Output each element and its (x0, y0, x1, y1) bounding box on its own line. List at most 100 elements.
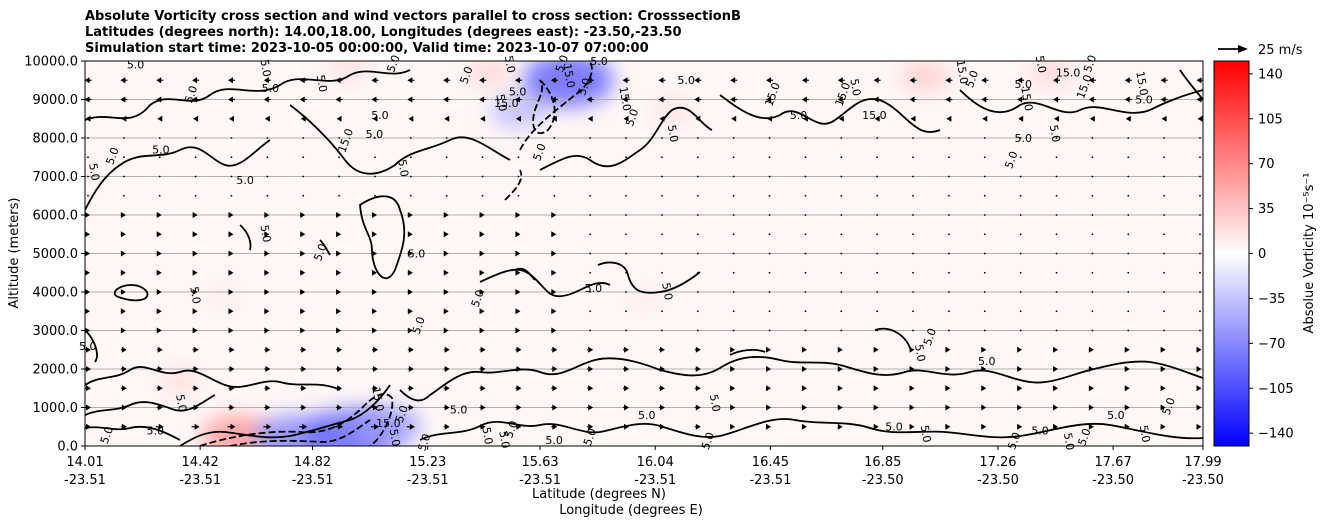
wind-vector-arrow (407, 250, 413, 257)
wind-vector-arrow (479, 231, 485, 238)
wind-vector-dot (1199, 194, 1201, 197)
wind-vector-dot (1163, 175, 1166, 178)
wind-vector-dot (481, 137, 484, 139)
vorticity-field (159, 61, 1075, 446)
wind-vector-dot (517, 175, 520, 178)
wind-vector-dot (625, 329, 627, 332)
wind-vector-dot (553, 156, 556, 159)
wind-vector-arrow (121, 404, 127, 411)
wind-vector-dot (661, 271, 663, 274)
wind-vector-arrow (588, 385, 594, 392)
x-axis-label-latitude: Latitude (degrees N) (532, 487, 666, 502)
wind-vector-arrow (909, 385, 915, 392)
wind-vector-dot (1019, 214, 1022, 216)
wind-vector-arrow (85, 212, 90, 218)
wind-vector-dot (553, 194, 556, 197)
wind-vector-dot (661, 175, 663, 178)
wind-vector-arrow (1161, 115, 1167, 122)
contour-label: 5.0 (79, 340, 97, 353)
wind-vector-arrow (730, 404, 736, 411)
wind-vector-dot (481, 194, 484, 197)
wind-vector-arrow (873, 77, 879, 84)
colorbar-tick-label: −105 (1258, 382, 1294, 397)
wind-vector-dot (1055, 194, 1058, 197)
wind-vector-dot (1091, 291, 1094, 293)
wind-vector-arrow (1053, 96, 1059, 103)
negative-vorticity-contours (199, 61, 593, 446)
wind-vector-dot (302, 175, 305, 178)
wind-vector-arrow (479, 77, 485, 84)
wind-vector-dot (983, 310, 986, 313)
wind-vector-arrow (1088, 404, 1094, 411)
wind-vector-dot (1055, 310, 1058, 313)
wind-vector-arrow (551, 308, 557, 315)
y-tick-label: 3000.0 (33, 324, 79, 339)
wind-vector-arrow (480, 366, 486, 372)
wind-vector-dot (409, 194, 412, 197)
contour-label: 5.0 (1075, 427, 1093, 448)
wind-vector-arrow (623, 115, 629, 122)
wind-vector-arrow (372, 115, 378, 122)
wind-vector-dot (768, 271, 771, 274)
wind-vector-arrow (551, 269, 557, 276)
wind-vector-arrow (228, 308, 234, 315)
contour-label: 5.0 (1107, 409, 1125, 422)
vorticity-patch (466, 61, 513, 87)
contour-label: 5.0 (575, 76, 593, 97)
wind-vector-dot (661, 214, 663, 216)
wind-vector-arrow (1053, 385, 1059, 392)
wind-vector-dot (1019, 310, 1022, 313)
contour-label: 15.0 (1133, 70, 1150, 96)
colorbar-tick-label: 140 (1258, 67, 1283, 82)
wind-vector-arrow (194, 423, 200, 430)
wind-vector-arrow (192, 77, 198, 84)
y-axis: 0.0 1000.0 2000.0 3000.0 4000.0 5000.0 6000.0 7… (24, 55, 85, 455)
contour-label: 5.0 (707, 393, 723, 412)
wind-vector-dot (804, 252, 807, 255)
wind-vector-dot (302, 156, 305, 159)
wind-vector-dot (194, 194, 197, 197)
wind-vector-dot (948, 214, 950, 216)
wind-vector-arrow (85, 115, 91, 122)
wind-vector-arrow (85, 77, 90, 84)
wind-vector-arrow (622, 77, 628, 84)
y-tick-label: 1000.0 (33, 401, 79, 416)
wind-vector-dot (948, 271, 950, 274)
wind-vector-dot (983, 194, 986, 197)
wind-vector-arrow (551, 115, 557, 122)
contour-label: 5.0 (1160, 396, 1178, 417)
wind-vector-arrow (444, 115, 450, 122)
wind-vector-dot (1163, 329, 1166, 332)
wind-vector-arrow (587, 115, 593, 122)
wind-vector-dot (732, 175, 735, 178)
wind-vector-arrow (85, 96, 90, 103)
contour-label: 5.0 (502, 54, 518, 73)
wind-vector-arrow (157, 366, 163, 372)
wind-vector-arrow (694, 77, 700, 84)
wind-vector-dot (983, 156, 986, 159)
wind-vector-arrow (1017, 404, 1023, 411)
contour-label: 5.0 (469, 288, 487, 309)
wind-vector-arrow (336, 115, 342, 122)
wind-vector-arrow (192, 327, 198, 334)
wind-vector-arrow (158, 423, 164, 430)
wind-vector-arrow (837, 77, 843, 84)
contour-label: 15.0 (862, 109, 887, 122)
wind-vector-dot (1127, 214, 1130, 216)
wind-vector-dot (696, 194, 699, 197)
wind-vector-arrow (156, 308, 162, 315)
wind-vector-arrow (1124, 346, 1130, 353)
wind-vector-dot (589, 156, 592, 159)
wind-vector-dot (983, 233, 986, 236)
wind-vector-arrow (837, 385, 843, 392)
wind-vector-arrow (156, 96, 162, 103)
wind-vector-dot (1055, 175, 1058, 178)
wind-vector-arrow (229, 366, 235, 372)
wind-vector-arrow (552, 423, 558, 430)
wind-vector-arrow (552, 346, 558, 353)
wind-vector-dot (589, 137, 592, 139)
wind-vector-dot (912, 310, 914, 313)
wind-vector-dot (87, 137, 89, 139)
wind-vector-dot (696, 233, 699, 236)
wind-vector-arrow (156, 212, 162, 218)
